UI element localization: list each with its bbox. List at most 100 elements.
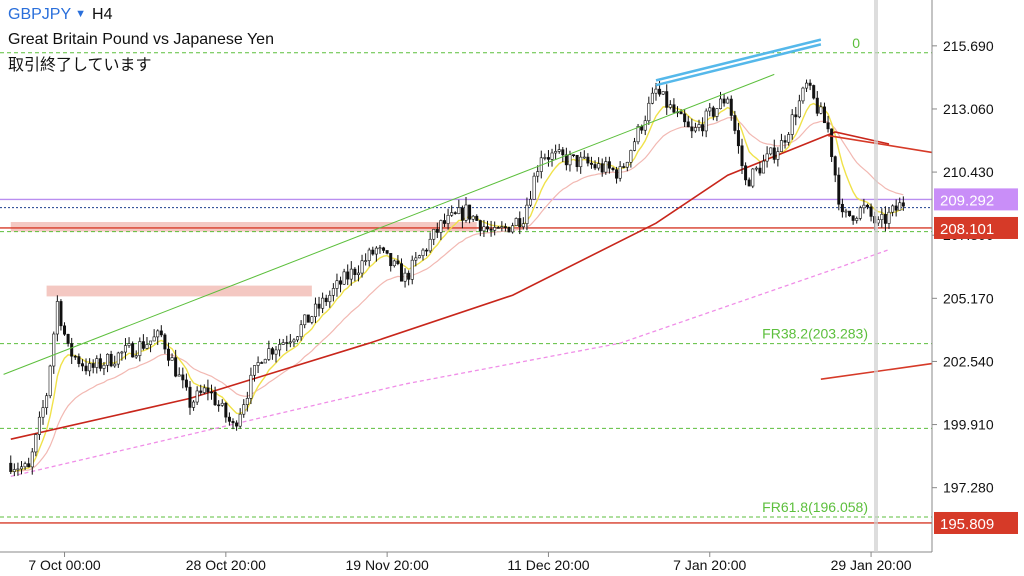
candle-body — [231, 421, 235, 424]
candle-body — [145, 344, 149, 349]
symbol-name[interactable]: GBPJPY — [8, 6, 72, 23]
candle-body — [399, 263, 403, 282]
candle-body — [586, 156, 590, 164]
candle-body — [765, 153, 769, 162]
candle-body — [432, 229, 436, 240]
candle-body — [12, 469, 16, 472]
x-tick-label: 7 Oct 00:00 — [28, 557, 101, 573]
zone-1 — [10, 222, 477, 232]
candle-body — [805, 82, 809, 89]
candle-body — [213, 391, 217, 406]
upper-line-b — [655, 43, 822, 87]
candle-body — [249, 374, 253, 399]
candle-body — [464, 204, 468, 221]
candle-body — [238, 413, 242, 427]
candle-body — [600, 163, 604, 173]
candle-body — [281, 342, 285, 345]
candle-body — [303, 314, 307, 326]
candle-body — [815, 97, 819, 114]
candle-body — [66, 333, 70, 344]
candle-body — [840, 203, 844, 213]
candle-body — [521, 223, 525, 228]
candle-body — [439, 220, 443, 233]
candle-body — [317, 303, 321, 309]
candle-body — [428, 238, 432, 252]
candle-body — [52, 333, 56, 367]
candle-body — [787, 134, 791, 143]
candle-body — [514, 218, 518, 226]
candle-body — [123, 345, 127, 353]
red-level-2-price-tag-text: 195.809 — [940, 516, 994, 533]
symbol-header[interactable]: GBPJPY ▼ H4 — [8, 6, 112, 24]
candle-body — [227, 416, 231, 422]
candle-body — [493, 227, 497, 231]
y-tick-label: 202.540 — [943, 353, 994, 369]
candle-body — [475, 215, 479, 221]
candle-body — [844, 210, 848, 213]
candle-body — [156, 330, 160, 338]
candle-body — [109, 353, 113, 367]
candle-body — [152, 336, 156, 342]
supply-demand-zones — [10, 222, 477, 297]
candle-body — [511, 225, 515, 233]
candle-body — [747, 179, 751, 187]
candle-body — [134, 355, 138, 358]
candle-body — [593, 164, 597, 169]
candle-body — [604, 161, 608, 173]
candle-body — [324, 297, 328, 303]
candle-body — [9, 462, 13, 472]
market-status: 取引終了しています — [8, 57, 152, 74]
candle-body — [41, 407, 45, 418]
candle-body — [887, 211, 891, 224]
candle-body — [486, 226, 490, 230]
candle-body — [184, 379, 188, 388]
candle-body — [425, 249, 429, 252]
candle-body — [267, 348, 271, 360]
y-tick-label: 197.280 — [943, 480, 994, 496]
candle-body — [356, 272, 360, 275]
candle-body — [313, 303, 317, 317]
candle-body — [141, 341, 145, 349]
level-text-labels: 0 FR38.2(203.283) FR61.8(196.058) — [762, 35, 868, 515]
right-margin-separator — [874, 0, 878, 552]
candle-body — [45, 395, 49, 408]
candle-body — [572, 154, 576, 156]
candle-body — [260, 362, 264, 364]
candle-body — [704, 110, 708, 132]
red-level-1-price-tag — [934, 216, 1018, 239]
symbol-dropdown-icon[interactable]: ▼ — [75, 8, 87, 20]
candle-body — [206, 387, 210, 393]
candle-body — [672, 104, 676, 113]
candle-body — [113, 363, 117, 367]
candle-body — [482, 226, 486, 232]
candle-body — [95, 358, 99, 368]
candle-body — [16, 468, 20, 471]
candle-body — [582, 156, 586, 159]
candle-body — [783, 140, 787, 143]
candle-body — [496, 227, 500, 229]
candle-body — [701, 124, 705, 132]
candle-body — [77, 356, 81, 364]
candle-body — [790, 114, 794, 135]
candle-body — [568, 154, 572, 166]
candle-body — [278, 344, 282, 351]
candle-body — [116, 352, 120, 365]
candle-body — [615, 169, 619, 179]
candle-body — [822, 106, 826, 124]
candle-body — [848, 210, 852, 217]
candle-body — [256, 362, 260, 366]
candle-body — [833, 156, 837, 176]
y-tick-label: 205.170 — [943, 290, 994, 306]
purple-level-price-tag-text: 209.292 — [940, 192, 994, 209]
candle-body — [181, 374, 185, 381]
candle-body — [138, 341, 142, 356]
candle-body — [891, 205, 895, 213]
candle-body — [70, 343, 74, 357]
candle-body — [779, 140, 783, 152]
candle-body — [253, 365, 257, 376]
red-ray-1 — [827, 134, 933, 154]
candle-body — [632, 141, 636, 151]
candle-body — [597, 163, 601, 169]
candle-body — [654, 88, 658, 94]
